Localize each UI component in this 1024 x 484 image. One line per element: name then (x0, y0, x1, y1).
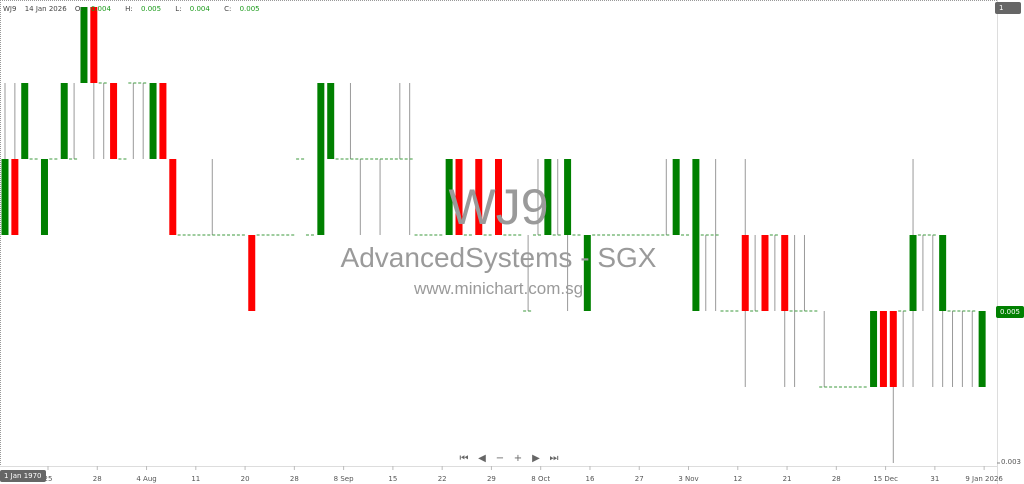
next-button[interactable]: ▶ (532, 453, 540, 464)
candle-up (564, 159, 572, 235)
x-tick-label: 9 Jan 2026 (965, 475, 1003, 483)
x-tick-label: 29 (487, 475, 496, 483)
candle-down (741, 235, 749, 311)
candle-down (781, 235, 789, 311)
x-tick-label: 28 (93, 475, 102, 483)
x-tick-label: 28 (832, 475, 841, 483)
candle-up (21, 83, 29, 159)
candle-up (80, 7, 88, 83)
x-tick-label: 28 (290, 475, 299, 483)
candle-down (90, 7, 98, 83)
candle-down (11, 159, 19, 235)
x-tick-label: 15 Dec (873, 475, 898, 483)
x-tick-label: 12 (733, 475, 742, 483)
close-value: 0.005 (239, 5, 260, 13)
candle-up (445, 159, 453, 235)
x-tick-label: 15 (388, 475, 397, 483)
x-tick-label: 27 (635, 475, 644, 483)
candle-down (169, 159, 177, 235)
last-price-badge: 0.005 (995, 306, 1024, 318)
x-tick-label: 21 (783, 475, 792, 483)
chart-navigation: ⏮ ◀ − + ▶ ⏭ (458, 453, 560, 464)
x-tick-label: 31 (930, 475, 939, 483)
ohlc-header: WJ9 14 Jan 2026 O: 0.004 H: 0.005 L: 0.0… (3, 5, 272, 13)
open-value: 0.004 (90, 5, 111, 13)
x-tick-label: 22 (438, 475, 447, 483)
high-label: H: 0.005 (125, 5, 162, 13)
y-tick-label: 0.003 (1000, 458, 1021, 466)
candle-up (60, 83, 68, 159)
x-tick-label: 25 (44, 475, 53, 483)
candle-down (475, 159, 483, 235)
candle-down (248, 235, 256, 311)
close-label: C: 0.005 (224, 5, 260, 13)
zoom-in-button[interactable]: + (513, 453, 523, 464)
candle-up (1, 159, 9, 235)
candle-up (317, 83, 325, 235)
last-button[interactable]: ⏭ (549, 453, 559, 464)
candle-up (939, 235, 947, 311)
candle-up (672, 159, 680, 235)
first-button[interactable]: ⏮ (459, 453, 469, 464)
open-label: O: 0.004 (74, 5, 111, 13)
candle-down (159, 83, 167, 159)
low-label: L: 0.004 (175, 5, 210, 13)
candle-up (327, 83, 335, 159)
x-tick-label: 8 Sep (334, 475, 354, 483)
candle-up (692, 159, 700, 311)
candle-down (889, 311, 897, 387)
candle-up (149, 83, 157, 159)
high-value: 0.005 (141, 5, 162, 13)
candle-down (495, 159, 502, 235)
candle-down (455, 159, 463, 235)
scale-badge[interactable]: 1 (995, 2, 1021, 14)
date-label: 14 Jan 2026 (24, 5, 67, 13)
x-tick-label: 4 Aug (136, 475, 156, 483)
candle-up (40, 159, 48, 235)
candle-down (761, 235, 769, 311)
candle-down (110, 83, 118, 159)
x-tick-label: 3 Nov (678, 475, 698, 483)
candle-up (870, 311, 878, 387)
candle-up (544, 159, 552, 235)
zoom-out-button[interactable]: − (495, 453, 505, 464)
symbol-label: WJ9 (3, 5, 17, 13)
candle-up (909, 235, 917, 311)
candle-down (879, 311, 887, 387)
x-tick-label: 20 (241, 475, 250, 483)
low-value: 0.004 (189, 5, 210, 13)
x-tick-label: 16 (586, 475, 595, 483)
crosshair-date-badge: 1 Jan 1970 (0, 470, 46, 482)
x-tick-label: 8 Oct (531, 475, 550, 483)
x-tick-label: 11 (191, 475, 200, 483)
candle-up (583, 235, 591, 311)
candle-up (978, 311, 986, 387)
prev-button[interactable]: ◀ (478, 453, 486, 464)
